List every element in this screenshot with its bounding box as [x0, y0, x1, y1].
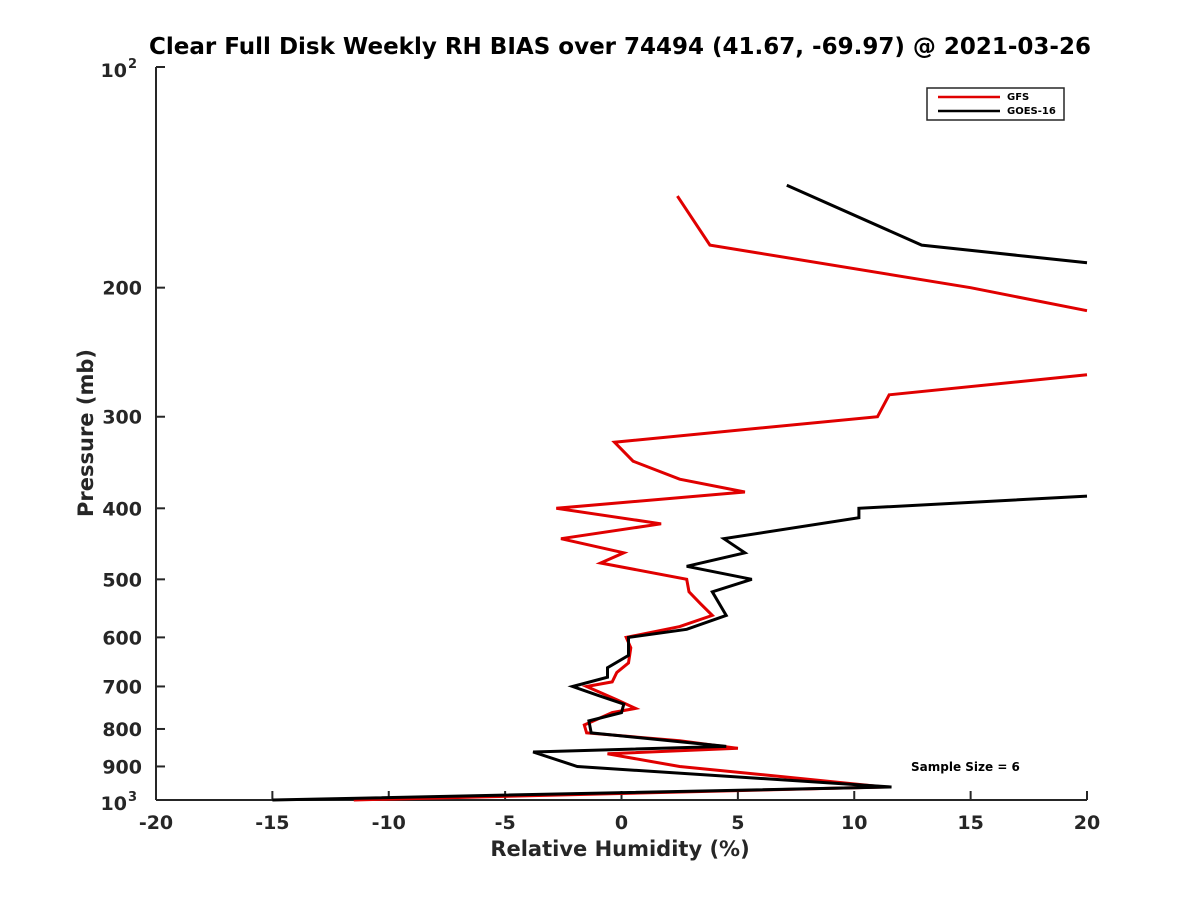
x-tick-label: -15	[255, 812, 289, 834]
series-layer	[272, 183, 1088, 802]
legend: GFS GOES-16	[926, 87, 1065, 121]
y-tick-label: 300	[102, 407, 142, 429]
x-tick-label: 0	[615, 812, 628, 834]
y-axis-label: Pressure (mb)	[74, 349, 98, 517]
series-goes-16	[272, 183, 1088, 802]
y-axis-ticks: 200 300 400 500 600 700 800 900	[102, 66, 165, 801]
series-line	[676, 195, 1088, 313]
legend-label-goes16: GOES-16	[1007, 106, 1056, 117]
x-tick-label: -10	[372, 812, 406, 834]
series-gfs	[353, 195, 1088, 802]
y-tick-label: 500	[102, 569, 142, 591]
x-axis-label: Relative Humidity (%)	[490, 837, 749, 861]
legend-label-gfs: GFS	[1007, 92, 1029, 103]
x-tick-label: 20	[1074, 812, 1100, 834]
y-axis-top-label: 10 2	[101, 57, 138, 82]
x-tick-label: -5	[495, 812, 516, 834]
chart-title: Clear Full Disk Weekly RH BIAS over 7449…	[149, 34, 1091, 60]
sample-size-annotation: Sample Size = 6	[911, 760, 1020, 774]
y-top-base: 10	[101, 60, 127, 82]
legend-box	[926, 87, 1065, 121]
series-line	[353, 373, 1088, 802]
y-tick-label: 700	[102, 676, 142, 698]
y-axis-bottom-label: 10 3	[101, 790, 138, 815]
y-bottom-exponent: 3	[128, 790, 137, 805]
x-tick-label: -20	[139, 812, 173, 834]
y-tick-label: 800	[102, 719, 142, 741]
y-top-exponent: 2	[128, 57, 137, 72]
x-tick-label: 15	[957, 812, 983, 834]
series-line	[272, 494, 1088, 802]
x-tick-label: 10	[841, 812, 867, 834]
y-tick-label: 600	[102, 627, 142, 649]
y-tick-label: 200	[102, 278, 142, 300]
series-line	[786, 183, 1088, 265]
x-axis-ticks: -20 -15 -10 -5 0 5 10 15 20	[139, 791, 1100, 834]
x-tick-label: 5	[731, 812, 744, 834]
y-tick-label: 400	[102, 498, 142, 520]
y-bottom-base: 10	[101, 793, 127, 815]
y-tick-label: 900	[102, 756, 142, 778]
